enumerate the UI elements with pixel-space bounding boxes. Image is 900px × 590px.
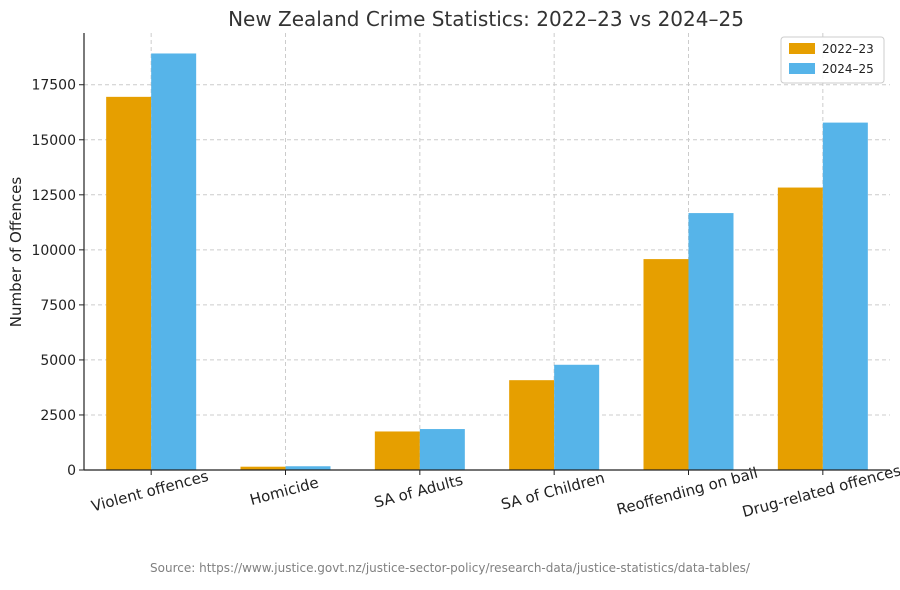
y-tick-label: 10000 bbox=[31, 243, 76, 259]
y-axis-label: Number of Offences bbox=[7, 177, 25, 328]
legend: 2022–23 2024–25 bbox=[780, 36, 885, 84]
bar-reoffending-on-bail-2022-23 bbox=[643, 259, 689, 470]
bar-violent-offences-2024-25 bbox=[151, 53, 197, 470]
y-tick-label: 7500 bbox=[40, 298, 76, 314]
legend-swatch-2022-23 bbox=[789, 43, 815, 54]
bar-sa-of-adults-2024-25 bbox=[419, 429, 465, 470]
bar-sa-of-children-2022-23 bbox=[509, 380, 555, 470]
gridlines bbox=[84, 33, 890, 470]
y-tick-label: 12500 bbox=[31, 188, 76, 204]
bar-homicide-2024-25 bbox=[285, 466, 331, 470]
bar-drug-related-offences-2024-25 bbox=[822, 122, 868, 471]
bar-homicide-2022-23 bbox=[240, 466, 286, 470]
x-tick-label-violent-offences: Violent offences bbox=[89, 467, 210, 516]
x-tick-label-reoffending-on-bail: Reoffending on bail bbox=[615, 464, 760, 519]
y-tick-labels: 0 2500 5000 7500 10000 12500 15000 17500 bbox=[31, 78, 76, 479]
bar-drug-related-offences-2022-23 bbox=[777, 187, 823, 471]
axes bbox=[79, 33, 890, 475]
y-tick-label: 2500 bbox=[40, 408, 76, 424]
bar-sa-of-children-2024-25 bbox=[554, 364, 600, 470]
x-tick-label-sa-of-children: SA of Children bbox=[499, 469, 606, 514]
x-tick-label-sa-of-adults: SA of Adults bbox=[372, 471, 465, 512]
source-note: Source: https://www.justice.govt.nz/just… bbox=[150, 561, 750, 575]
y-tick-label: 15000 bbox=[31, 133, 76, 149]
chart-title: New Zealand Crime Statistics: 2022–23 vs… bbox=[228, 7, 744, 31]
y-tick-label: 0 bbox=[67, 463, 76, 479]
y-tick-label: 5000 bbox=[40, 353, 76, 369]
bar-violent-offences-2022-23 bbox=[106, 96, 152, 471]
bar-reoffending-on-bail-2024-25 bbox=[688, 213, 734, 471]
legend-label-2022-23: 2022–23 bbox=[822, 42, 874, 56]
bar-sa-of-adults-2022-23 bbox=[374, 431, 420, 470]
legend-swatch-2024-25 bbox=[789, 63, 815, 74]
y-tick-label: 17500 bbox=[31, 78, 76, 94]
x-tick-label-homicide: Homicide bbox=[248, 473, 321, 509]
legend-label-2024-25: 2024–25 bbox=[822, 62, 874, 76]
bars bbox=[106, 53, 868, 471]
